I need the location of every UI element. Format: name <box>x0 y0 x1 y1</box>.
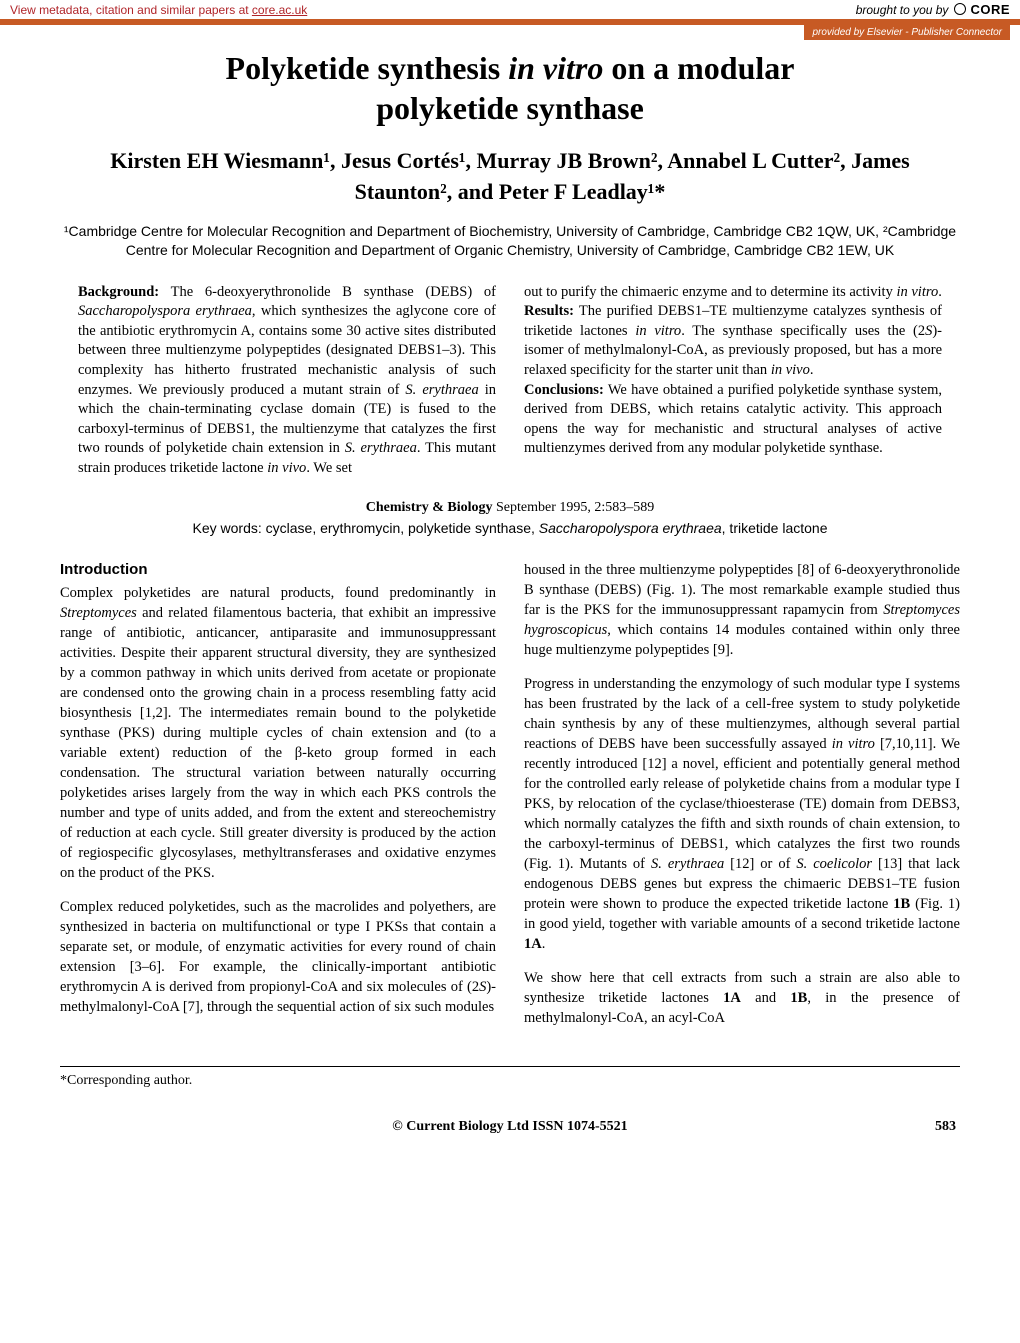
lp2a: Complex reduced polyketides, such as the… <box>60 899 496 995</box>
bg-i2: S. erythraea <box>405 382 478 398</box>
left-p2: Complex reduced polyketides, such as the… <box>60 897 496 1017</box>
copyright: © Current Biology Ltd ISSN 1074-5521 <box>104 1119 916 1135</box>
journal-name: Chemistry & Biology <box>366 500 493 515</box>
abstract: Background: The 6-deoxyerythronolide B s… <box>60 283 960 479</box>
title-line2: polyketide synthase <box>376 90 644 126</box>
bg-i3: S. erythraea <box>345 440 417 456</box>
cont-2: . <box>938 284 942 300</box>
authors: Kirsten EH Wiesmann¹, Jesus Cortés¹, Mur… <box>60 146 960 208</box>
lp1i1: Streptomyces <box>60 605 137 621</box>
conclusions-label: Conclusions: <box>524 382 604 398</box>
core-metadata-link[interactable]: View metadata, citation and similar pape… <box>10 3 307 17</box>
paper-title: Polyketide synthesis in vitro on a modul… <box>60 48 960 128</box>
provided-by-badge: provided by Elsevier - Publisher Connect… <box>804 25 1010 40</box>
core-banner: View metadata, citation and similar pape… <box>0 0 1020 25</box>
bg-t1: The 6-deoxyerythronolide B synthase (DEB… <box>159 284 496 300</box>
rp3b: and <box>741 990 791 1006</box>
body-columns: Introduction Complex polyketides are nat… <box>60 560 960 1042</box>
bg-t5: . We set <box>306 460 352 476</box>
kw-prefix: Key words: cyclase, erythromycin, polyke… <box>193 520 539 536</box>
rp2f: . <box>542 936 546 952</box>
title-part1: Polyketide synthesis <box>226 50 509 86</box>
background-label: Background: <box>78 284 159 300</box>
right-p2: Progress in understanding the enzymology… <box>524 674 960 954</box>
core-icon <box>952 3 966 17</box>
rp2c: [12] or of <box>724 856 796 872</box>
footer: © Current Biology Ltd ISSN 1074-5521 583 <box>60 1119 960 1135</box>
right-p3: We show here that cell extracts from suc… <box>524 968 960 1028</box>
lp1a: Complex polyketides are natural products… <box>60 585 496 601</box>
rp2bold1: 1B <box>893 896 910 912</box>
body-right: housed in the three multienzyme polypept… <box>524 560 960 1042</box>
page-number: 583 <box>916 1119 956 1135</box>
bg-i1: Saccharopolyspora erythraea <box>78 303 252 319</box>
bg-i4: in vivo <box>267 460 306 476</box>
res-t4: . <box>810 362 814 378</box>
abstract-left: Background: The 6-deoxyerythronolide B s… <box>78 283 496 479</box>
cont-i1: in vitro <box>896 284 938 300</box>
brought-to-you: brought to you by <box>856 3 949 17</box>
res-i1: in vitro <box>635 323 681 339</box>
kw-italic: Saccharopolyspora erythraea <box>539 520 722 536</box>
journal-info: Chemistry & Biology September 1995, 2:58… <box>60 500 960 516</box>
footnote-rule <box>60 1066 960 1067</box>
journal-rest: September 1995, 2:583–589 <box>493 500 655 515</box>
rp2b: [7,10,11]. We recently introduced [12] a… <box>524 736 960 872</box>
title-part2: on a modular <box>603 50 794 86</box>
rp2i3: S. coelicolor <box>796 856 872 872</box>
res-i3: in vivo <box>771 362 810 378</box>
intro-heading: Introduction <box>60 560 496 581</box>
rp2i1: in vitro <box>832 736 875 752</box>
keywords: Key words: cyclase, erythromycin, polyke… <box>60 520 960 536</box>
rp2bold2: 1A <box>524 936 542 952</box>
core-logo: CORE <box>970 2 1010 17</box>
core-link[interactable]: core.ac.uk <box>252 3 307 17</box>
right-p1: housed in the three multienzyme polypept… <box>524 560 960 660</box>
rp3bold2: 1B <box>790 990 807 1006</box>
results-label: Results: <box>524 303 574 319</box>
abstract-right: out to purify the chimaeric enzyme and t… <box>524 283 942 479</box>
left-p1: Complex polyketides are natural products… <box>60 583 496 883</box>
title-italic: in vitro <box>508 50 603 86</box>
cont-1: out to purify the chimaeric enzyme and t… <box>524 284 896 300</box>
kw-suffix: , triketide lactone <box>722 520 828 536</box>
affiliations: ¹Cambridge Centre for Molecular Recognit… <box>60 222 960 261</box>
rp2i2: S. erythraea <box>651 856 724 872</box>
lp1b: and related filamentous bacteria, that e… <box>60 605 496 881</box>
body-left: Introduction Complex polyketides are nat… <box>60 560 496 1042</box>
rp3bold1: 1A <box>723 990 741 1006</box>
core-left-text: View metadata, citation and similar pape… <box>10 3 252 17</box>
res-t2: . The synthase specifically uses the (2 <box>681 323 925 339</box>
paper-content: Polyketide synthesis in vitro on a modul… <box>0 48 1020 1175</box>
core-brand: brought to you by CORE <box>856 2 1010 17</box>
footnote: *Corresponding author. <box>60 1073 960 1089</box>
